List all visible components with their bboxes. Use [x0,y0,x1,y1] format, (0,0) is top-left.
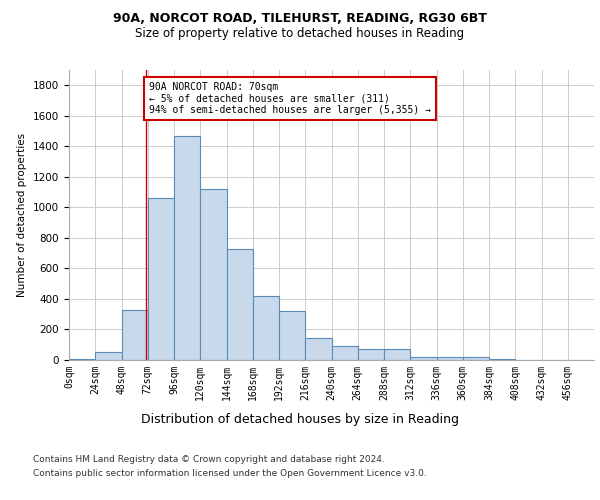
Text: 90A, NORCOT ROAD, TILEHURST, READING, RG30 6BT: 90A, NORCOT ROAD, TILEHURST, READING, RG… [113,12,487,26]
Bar [410,357,437,360]
Bar [95,352,121,360]
Text: Contains public sector information licensed under the Open Government Licence v3: Contains public sector information licen… [33,469,427,478]
Text: Distribution of detached houses by size in Reading: Distribution of detached houses by size … [141,412,459,426]
Bar [437,357,463,360]
Bar [358,348,384,360]
Bar [279,311,305,360]
Bar [174,136,200,360]
Text: 90A NORCOT ROAD: 70sqm
← 5% of detached houses are smaller (311)
94% of semi-det: 90A NORCOT ROAD: 70sqm ← 5% of detached … [149,82,431,116]
Bar [69,359,95,360]
Text: Size of property relative to detached houses in Reading: Size of property relative to detached ho… [136,28,464,40]
Bar [200,189,227,360]
Text: Contains HM Land Registry data © Crown copyright and database right 2024.: Contains HM Land Registry data © Crown c… [33,456,385,464]
Bar [384,348,410,360]
Bar [489,359,515,360]
Bar [253,296,279,360]
Y-axis label: Number of detached properties: Number of detached properties [17,133,28,297]
Bar [148,198,174,360]
Bar [463,357,489,360]
Bar [227,248,253,360]
Bar [331,346,358,360]
Bar [305,338,331,360]
Bar [121,310,148,360]
